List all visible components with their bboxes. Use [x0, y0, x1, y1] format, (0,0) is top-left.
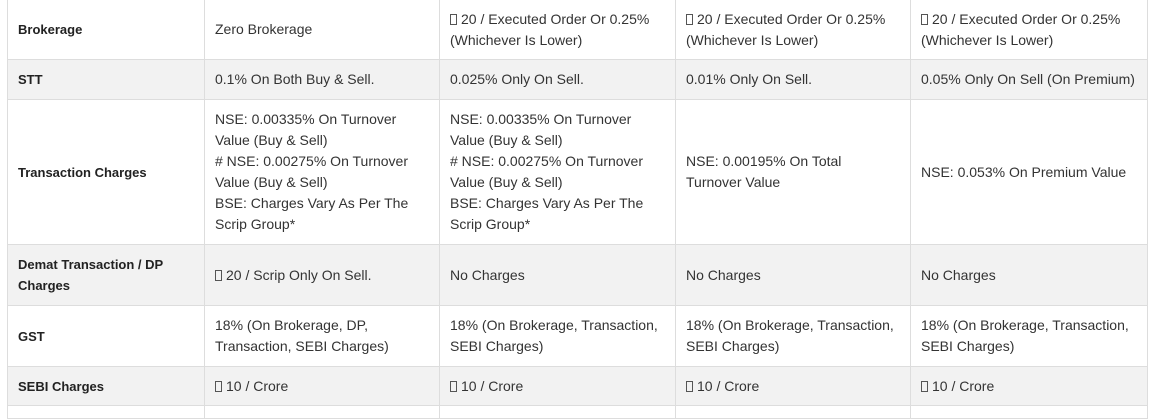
- cell-text: 20 / Executed Order Or 0.25% (Whichever …: [450, 10, 650, 48]
- table-cell: No Charges: [675, 244, 911, 306]
- table-cell: [7, 405, 205, 419]
- table-row: [7, 405, 1148, 419]
- cell-text: 10 / Crore: [461, 377, 524, 394]
- table-cell: [675, 405, 911, 419]
- table-cell: NSE: 0.053% On Premium Value: [910, 99, 1148, 245]
- table-cell: 10 / Crore: [439, 366, 676, 406]
- cell-text: 10 / Crore: [226, 377, 289, 394]
- rupee-symbol-icon: [686, 13, 693, 25]
- cell-text: Zero Brokerage: [215, 21, 313, 37]
- cell-text: No Charges: [921, 266, 996, 283]
- row-label: SEBI Charges: [7, 366, 205, 406]
- cell-text: NSE: 0.053% On Premium Value: [921, 163, 1127, 180]
- cell-text: 20 / Executed Order Or 0.25% (Whichever …: [686, 10, 886, 48]
- table-row: Demat Transaction / DP Charges 20 / Scrip…: [7, 244, 1148, 306]
- table-cell: No Charges: [910, 244, 1148, 306]
- cell-text: NSE: 0.00335% On Turnover Value (Buy & S…: [215, 111, 409, 232]
- table-cell: 0.025% Only On Sell.: [439, 59, 676, 100]
- row-label: STT: [7, 59, 205, 100]
- table-cell: 0.01% Only On Sell.: [675, 59, 911, 100]
- rupee-symbol-icon: [450, 380, 457, 392]
- charges-table: Brokerage Zero Brokerage 20 / Executed Ord…: [7, 0, 1148, 419]
- table-cell: [910, 405, 1148, 419]
- cell-text: 0.1% On Both Buy & Sell.: [215, 71, 375, 87]
- table-cell: NSE: 0.00195% On Total Turnover Value: [675, 99, 911, 245]
- cell-text: 18% (On Brokerage, Transaction, SEBI Cha…: [921, 317, 1129, 354]
- row-label: Transaction Charges: [7, 99, 205, 245]
- table-cell: 18% (On Brokerage, Transaction, SEBI Cha…: [910, 305, 1148, 367]
- table-cell: 20 / Executed Order Or 0.25% (Whichever …: [439, 0, 676, 60]
- rupee-symbol-icon: [921, 380, 928, 392]
- cell-text: 10 / Crore: [932, 377, 995, 394]
- cell-text: 20 / Executed Order Or 0.25% (Whichever …: [921, 10, 1121, 48]
- cell-text: 0.05% Only On Sell (On Premium): [921, 71, 1135, 87]
- row-label: GST: [7, 305, 205, 367]
- table-cell: Zero Brokerage: [204, 0, 440, 60]
- cell-text: 10 / Crore: [697, 377, 760, 394]
- cell-text: 18% (On Brokerage, Transaction, SEBI Cha…: [686, 317, 894, 354]
- row-label: Demat Transaction / DP Charges: [7, 244, 205, 306]
- table-cell: No Charges: [439, 244, 676, 306]
- table-cell: [204, 405, 440, 419]
- cell-text: 0.01% Only On Sell.: [686, 71, 813, 87]
- cell-text: 18% (On Brokerage, DP, Transaction, SEBI…: [215, 317, 389, 354]
- table-cell: 0.05% Only On Sell (On Premium): [910, 59, 1148, 100]
- table-cell: 20 / Scrip Only On Sell.: [204, 244, 440, 306]
- table-cell: NSE: 0.00335% On Turnover Value (Buy & S…: [439, 99, 676, 245]
- table-cell: 10 / Crore: [204, 366, 440, 406]
- table-cell: 10 / Crore: [675, 366, 911, 406]
- cell-text: No Charges: [450, 266, 525, 283]
- table-cell: NSE: 0.00335% On Turnover Value (Buy & S…: [204, 99, 440, 245]
- table-row: GST 18% (On Brokerage, DP, Transaction, S…: [7, 305, 1148, 367]
- cell-text: No Charges: [686, 266, 761, 283]
- table-cell: 18% (On Brokerage, Transaction, SEBI Cha…: [675, 305, 911, 367]
- table-row: SEBI Charges 10 / Crore 10 / Crore 10 / Cro…: [7, 366, 1148, 406]
- table-cell: 20 / Executed Order Or 0.25% (Whichever …: [910, 0, 1148, 60]
- table-cell: 18% (On Brokerage, DP, Transaction, SEBI…: [204, 305, 440, 367]
- cell-text: NSE: 0.00335% On Turnover Value (Buy & S…: [450, 111, 644, 232]
- rupee-symbol-icon: [215, 269, 222, 281]
- row-label: Brokerage: [7, 0, 205, 60]
- table-cell: 0.1% On Both Buy & Sell.: [204, 59, 440, 100]
- table-cell: 10 / Crore: [910, 366, 1148, 406]
- rupee-symbol-icon: [450, 13, 457, 25]
- table-cell: [439, 405, 676, 419]
- table-row: Transaction Charges NSE: 0.00335% On Turn…: [7, 99, 1148, 245]
- rupee-symbol-icon: [215, 380, 222, 392]
- rupee-symbol-icon: [921, 13, 928, 25]
- table-row: STT 0.1% On Both Buy & Sell. 0.025% Only O…: [7, 59, 1148, 100]
- cell-text: 20 / Scrip Only On Sell.: [226, 266, 372, 283]
- cell-text: 0.025% Only On Sell.: [450, 71, 584, 87]
- rupee-symbol-icon: [686, 380, 693, 392]
- table-cell: 20 / Executed Order Or 0.25% (Whichever …: [675, 0, 911, 60]
- cell-text: NSE: 0.00195% On Total Turnover Value: [686, 153, 842, 190]
- table-cell: 18% (On Brokerage, Transaction, SEBI Cha…: [439, 305, 676, 367]
- cell-text: 18% (On Brokerage, Transaction, SEBI Cha…: [450, 317, 658, 354]
- table-row: Brokerage Zero Brokerage 20 / Executed Ord…: [7, 0, 1148, 60]
